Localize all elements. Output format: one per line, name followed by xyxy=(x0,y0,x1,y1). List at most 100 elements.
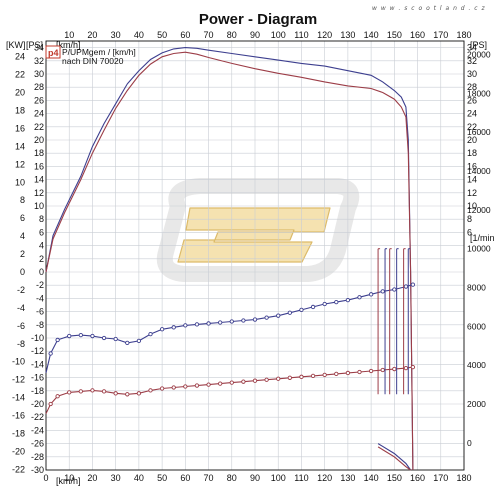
series xyxy=(45,47,416,471)
x-tick-top: 70 xyxy=(204,30,214,40)
x-tick-top: 170 xyxy=(433,30,448,40)
x-tick-top: 20 xyxy=(87,30,97,40)
rpm-tick: 0 xyxy=(467,438,472,448)
rpm-series-line xyxy=(45,366,413,414)
x-tick-top: 50 xyxy=(157,30,167,40)
rpm-marker xyxy=(113,391,118,396)
x-tick-top: 150 xyxy=(387,30,402,40)
rpm-marker xyxy=(113,336,118,342)
rpm-marker xyxy=(345,297,351,303)
kw-tick: 16 xyxy=(15,123,25,133)
kw-tick: 10 xyxy=(15,177,25,187)
rpm-tick: 16000 xyxy=(467,127,491,137)
ps-tick-left: 34 xyxy=(34,43,44,53)
rpm-marker xyxy=(322,301,327,307)
ps-tick-right: 22 xyxy=(467,122,477,132)
ps-tick-right: 14 xyxy=(467,175,477,185)
rpm-marker xyxy=(48,401,53,407)
rpm-tick: 10000 xyxy=(467,244,491,254)
x-tick-top: 110 xyxy=(294,30,308,40)
x-tick-bottom: 110 xyxy=(294,473,308,483)
rpm-marker xyxy=(90,333,95,339)
kw-tick: 14 xyxy=(15,141,25,151)
ps-tick-right: 34 xyxy=(467,43,477,53)
watermark-logo xyxy=(156,178,360,282)
rpm-marker xyxy=(55,337,60,343)
ps-tick-right: 32 xyxy=(467,56,477,66)
ps-tick-left: -22 xyxy=(31,412,44,422)
ps-tick-left: -4 xyxy=(36,293,44,303)
tick-labels: 1010202030304040505060607070808090901001… xyxy=(12,30,491,483)
x-tick-bottom: 140 xyxy=(364,473,379,483)
ps-tick-left: 14 xyxy=(34,175,44,185)
grid xyxy=(45,41,465,471)
ps-tick-right: 30 xyxy=(467,69,477,79)
plot-frame xyxy=(45,40,465,471)
rpm-marker xyxy=(148,388,153,393)
ps-tick-left: 30 xyxy=(34,69,44,79)
kw-tick: -12 xyxy=(12,375,25,385)
legend-badge: p4 xyxy=(48,48,59,58)
rpm-marker xyxy=(357,295,362,300)
ps-tick-left: 22 xyxy=(34,122,44,132)
rpm-marker xyxy=(380,289,385,294)
rpm-marker xyxy=(67,390,72,395)
x-tick-bottom: 150 xyxy=(387,473,402,483)
ps-tick-left: 10 xyxy=(34,201,44,211)
x-tick-top: 160 xyxy=(410,30,425,40)
rpm-marker xyxy=(403,284,409,289)
ps-tick-left: -2 xyxy=(36,280,44,290)
rpm-marker xyxy=(171,325,176,330)
kw-tick: 8 xyxy=(20,195,25,205)
rpm-tick: 12000 xyxy=(467,205,491,215)
ps-tick-right: 12 xyxy=(467,188,477,198)
x-tick-bottom: 50 xyxy=(157,473,167,483)
ps-tick-left: -14 xyxy=(31,359,44,369)
x-tick-bottom: 170 xyxy=(433,473,448,483)
legend-line1: P/UPMgem / [km/h] xyxy=(62,47,136,57)
bottom-x-unit: [km/h] xyxy=(56,476,81,486)
ps-tick-left: 26 xyxy=(34,95,44,105)
rpm-marker xyxy=(194,322,200,327)
x-tick-top: 80 xyxy=(227,30,237,40)
rpm-marker xyxy=(159,386,165,391)
rpm-marker xyxy=(252,378,258,383)
x-tick-bottom: 80 xyxy=(227,473,237,483)
x-tick-top: 40 xyxy=(134,30,144,40)
ps-tick-left: 8 xyxy=(39,214,44,224)
x-tick-top: 100 xyxy=(271,30,286,40)
coastdown-line xyxy=(377,446,411,471)
x-tick-bottom: 100 xyxy=(271,473,286,483)
rpm-marker xyxy=(310,304,316,310)
kw-tick: 2 xyxy=(20,249,25,259)
rpm-marker xyxy=(392,366,397,372)
kw-tick: -20 xyxy=(12,446,25,456)
ps-tick-left: 2 xyxy=(39,254,44,264)
x-tick-top: 180 xyxy=(456,30,471,40)
kw-tick: 6 xyxy=(20,213,25,223)
x-tick-top: 30 xyxy=(111,30,121,40)
rpm-marker xyxy=(380,367,385,373)
rpm-marker xyxy=(183,384,188,389)
coastdown-line xyxy=(377,443,412,471)
ps-tick-left: 4 xyxy=(39,241,44,251)
ps-tick-left: -18 xyxy=(31,386,44,396)
ps-tick-left: -26 xyxy=(31,439,44,449)
rpm-marker xyxy=(78,332,83,338)
rpm-marker xyxy=(218,320,223,325)
rpm-marker xyxy=(345,370,351,376)
rpm-marker xyxy=(183,323,188,328)
kw-tick: 18 xyxy=(15,105,25,115)
rpm-marker xyxy=(67,333,72,339)
x-tick-top: 120 xyxy=(317,30,332,40)
ps-tick-left: 20 xyxy=(34,135,44,145)
rpm-marker xyxy=(410,282,416,287)
rpm-marker xyxy=(136,391,142,396)
x-tick-bottom: 90 xyxy=(250,473,260,483)
rpm-tick: 20000 xyxy=(467,50,491,60)
ps-tick-left: 12 xyxy=(34,188,44,198)
x-tick-bottom: 160 xyxy=(410,473,425,483)
x-tick-bottom: 180 xyxy=(456,473,471,483)
rpm-marker xyxy=(368,292,374,297)
rpm-marker xyxy=(194,383,200,388)
